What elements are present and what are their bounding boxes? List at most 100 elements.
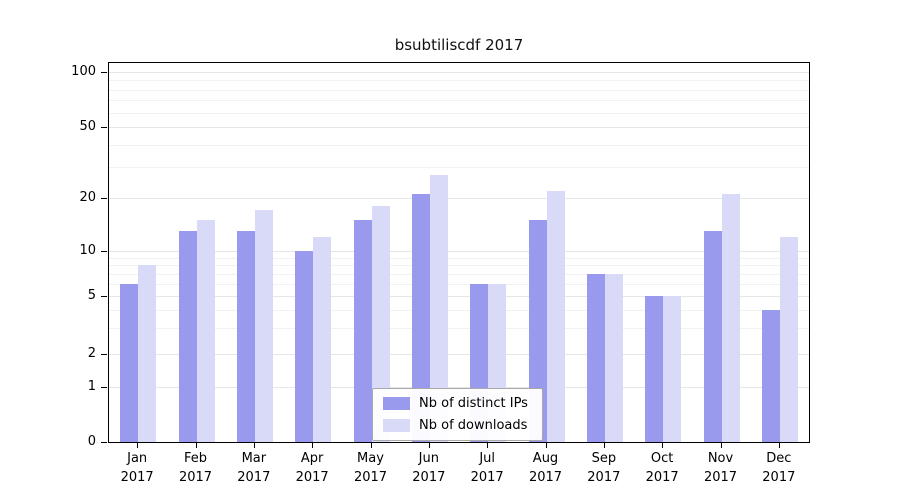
- gridline-minor-90: [109, 80, 809, 82]
- y-tick-label-50: 50: [79, 119, 96, 135]
- gridline-minor-60: [109, 112, 809, 114]
- y-tick-mark-0: [101, 442, 107, 443]
- bar-ips-aug: [528, 220, 547, 442]
- x-label-month: Feb: [183, 451, 208, 466]
- x-label-year: 2017: [645, 470, 679, 485]
- x-label-year: 2017: [528, 470, 563, 485]
- legend-item-downloads: Nb of downloads: [383, 418, 528, 433]
- legend-item-distinct-ips: Nb of distinct IPs: [383, 396, 528, 411]
- x-tick-mark-aug: [545, 443, 547, 448]
- gridline-minor-80: [109, 89, 809, 91]
- legend-swatch-distinct-ips: [383, 397, 410, 410]
- x-tick-label-may: May 2017: [341, 449, 401, 487]
- gridline-minor-40: [109, 144, 809, 146]
- x-tick-label-dec: Dec 2017: [749, 449, 809, 487]
- x-label-month: Jul: [479, 451, 495, 466]
- x-label-year: 2017: [353, 470, 388, 485]
- y-tick-label-100: 100: [71, 63, 96, 79]
- x-tick-label-jan: Jan 2017: [107, 449, 167, 487]
- y-tick-mark-2: [101, 354, 107, 356]
- x-label-month: Sep: [591, 451, 617, 466]
- x-label-year: 2017: [412, 470, 446, 485]
- x-tick-label-sep: Sep 2017: [574, 449, 634, 487]
- x-tick-label-jul: Jul 2017: [457, 449, 517, 487]
- x-tick-mark-oct: [662, 443, 664, 448]
- gridline-major-100: [109, 71, 809, 73]
- x-label-year: 2017: [703, 470, 738, 485]
- x-tick-mark-dec: [778, 443, 780, 448]
- bar-downloads-aug: [546, 191, 565, 442]
- bar-ips-feb: [178, 231, 197, 442]
- x-tick-mark-nov: [720, 443, 722, 448]
- bar-ips-jan: [120, 284, 139, 442]
- legend-label-downloads: Nb of downloads: [419, 418, 528, 433]
- y-tick-mark-10: [101, 250, 107, 252]
- x-label-month: May: [357, 451, 384, 466]
- y-tick-label-2: 2: [87, 346, 96, 362]
- bar-downloads-sep: [604, 274, 623, 442]
- chart-title: bsubtiliscdf 2017: [394, 36, 524, 54]
- x-label-year: 2017: [295, 470, 329, 485]
- y-tick-mark-100: [101, 71, 107, 73]
- bar-downloads-may: [371, 206, 390, 442]
- x-label-month: Nov: [707, 451, 734, 466]
- legend: Nb of distinct IPs Nb of downloads: [372, 388, 543, 441]
- gridline-major-20: [109, 197, 809, 199]
- bar-downloads-feb: [196, 220, 215, 442]
- bar-ips-may: [353, 220, 372, 442]
- x-tick-label-oct: Oct 2017: [632, 449, 692, 487]
- plot-area: [108, 62, 810, 443]
- bar-ips-dec: [761, 310, 780, 442]
- x-label-month: Mar: [241, 451, 267, 466]
- x-label-month: Aug: [532, 451, 559, 466]
- x-label-year: 2017: [237, 470, 271, 485]
- bar-downloads-apr: [313, 237, 332, 442]
- x-label-year: 2017: [178, 470, 213, 485]
- y-tick-label-20: 20: [79, 189, 96, 205]
- x-tick-label-mar: Mar 2017: [224, 449, 284, 487]
- bar-downloads-mar: [254, 210, 273, 442]
- x-tick-mark-jan: [137, 443, 139, 448]
- x-label-month: Jun: [418, 451, 439, 466]
- x-label-month: Jan: [127, 451, 148, 466]
- y-tick-label-1: 1: [87, 379, 96, 395]
- legend-swatch-downloads: [383, 419, 410, 432]
- gridline-minor-30: [109, 166, 809, 168]
- x-label-month: Apr: [300, 451, 324, 466]
- x-label-year: 2017: [470, 470, 504, 485]
- x-tick-label-feb: Feb 2017: [166, 449, 226, 487]
- x-label-month: Oct: [650, 451, 674, 466]
- legend-label-distinct-ips: Nb of distinct IPs: [419, 396, 528, 411]
- x-tick-mark-jun: [428, 443, 430, 448]
- x-label-month: Dec: [766, 451, 792, 466]
- bar-downloads-nov: [721, 194, 740, 442]
- y-tick-label-10: 10: [79, 242, 96, 258]
- bar-downloads-dec: [779, 237, 798, 442]
- bar-downloads-jan: [138, 265, 157, 442]
- gridline-minor-70: [109, 100, 809, 102]
- y-tick-mark-1: [101, 387, 107, 389]
- x-label-year: 2017: [120, 470, 154, 485]
- y-tick-label-5: 5: [87, 287, 96, 303]
- x-tick-mark-jul: [487, 443, 489, 448]
- bar-downloads-jun: [429, 175, 448, 442]
- x-tick-mark-sep: [603, 443, 605, 448]
- x-tick-mark-may: [370, 443, 372, 448]
- gridline-major-50: [109, 127, 809, 129]
- bar-ips-mar: [236, 231, 255, 442]
- x-tick-label-apr: Apr 2017: [282, 449, 342, 487]
- y-tick-label-0: 0: [87, 434, 96, 449]
- x-tick-label-jun: Jun 2017: [399, 449, 459, 487]
- x-tick-label-nov: Nov 2017: [691, 449, 751, 487]
- y-tick-mark-20: [101, 197, 107, 199]
- bar-downloads-oct: [663, 296, 682, 442]
- x-label-year: 2017: [762, 470, 796, 485]
- y-tick-mark-50: [101, 127, 107, 129]
- x-tick-mark-apr: [312, 443, 314, 448]
- bar-ips-jun: [411, 194, 430, 442]
- y-tick-mark-5: [101, 295, 107, 297]
- x-tick-mark-feb: [195, 443, 197, 448]
- bar-ips-oct: [645, 296, 664, 442]
- bar-ips-sep: [586, 274, 605, 442]
